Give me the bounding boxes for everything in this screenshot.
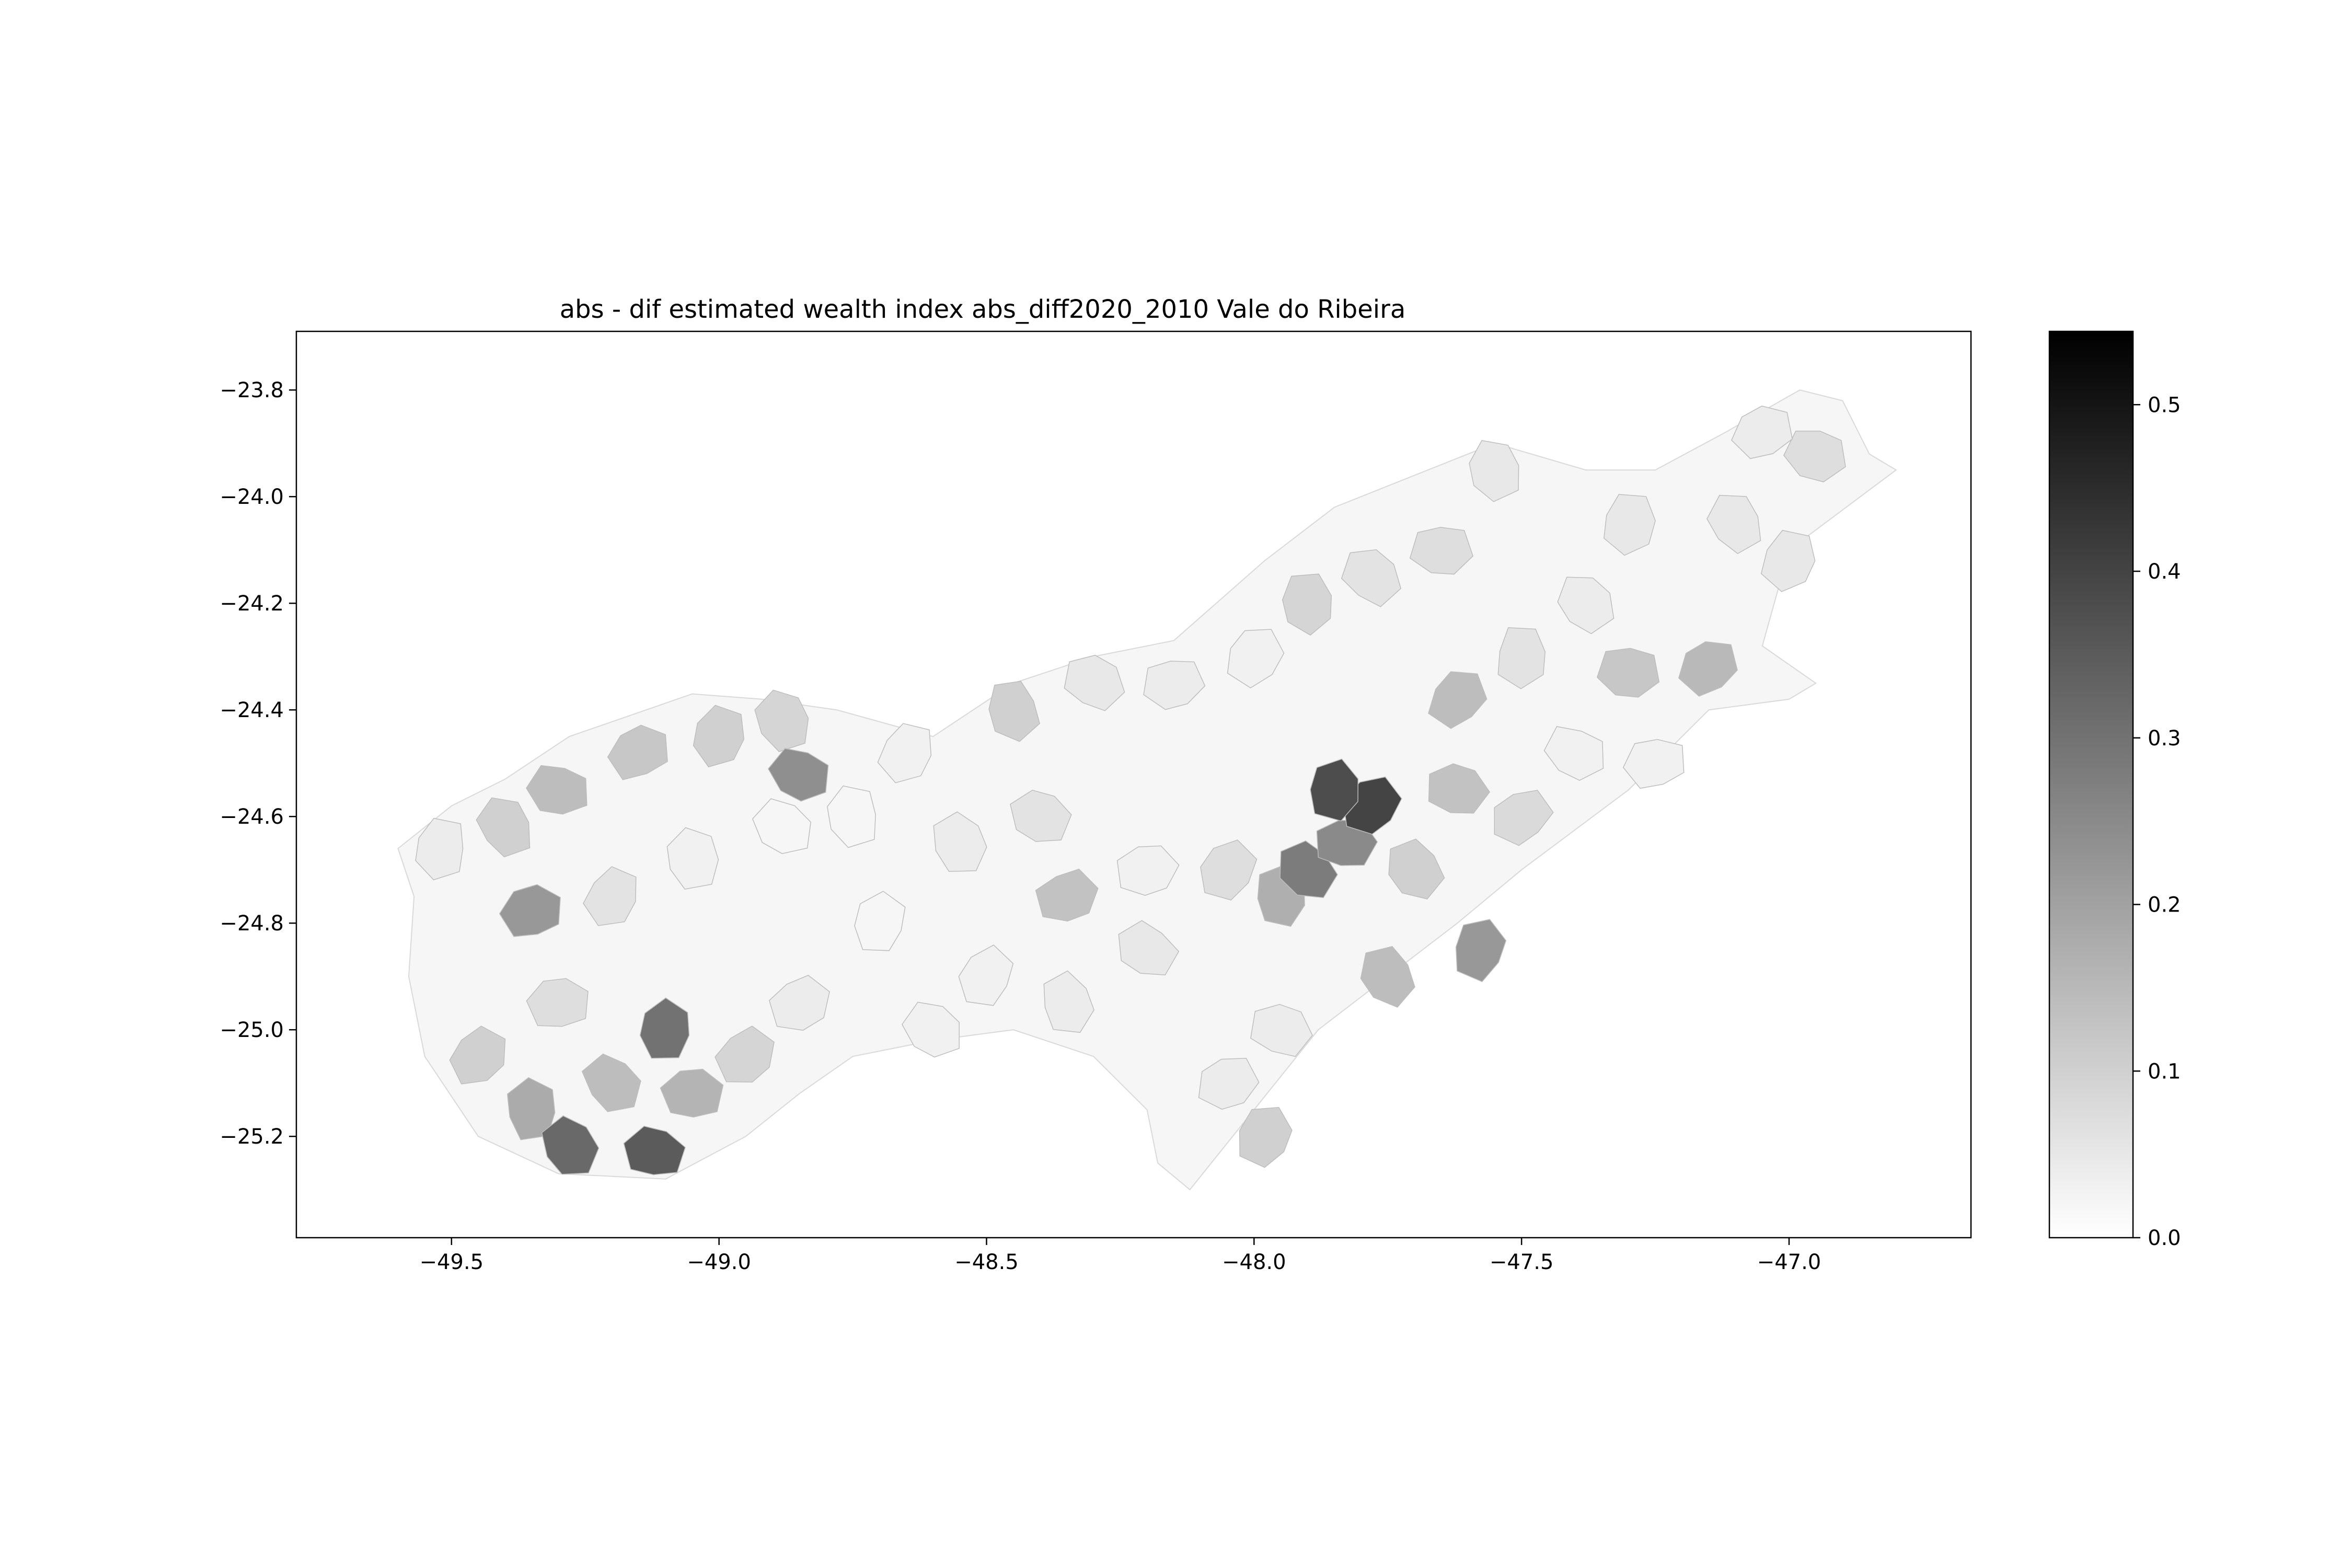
district-region: [541, 1115, 599, 1175]
district-region: [1543, 726, 1604, 781]
y-tick-label: −25.0: [220, 1018, 284, 1042]
district-region: [1604, 494, 1656, 556]
district-region: [581, 1053, 641, 1112]
district-region: [752, 798, 811, 854]
district-region: [854, 891, 906, 951]
district-region: [1043, 970, 1094, 1033]
district-region: [1227, 629, 1285, 688]
district-region: [526, 978, 589, 1027]
colorbar-tick-label: 0.5: [2148, 393, 2181, 417]
district-region: [1239, 1107, 1293, 1168]
district-region: [988, 681, 1041, 742]
district-region: [1428, 671, 1488, 729]
district-region: [1557, 577, 1615, 635]
y-tick-label: −24.4: [220, 698, 284, 722]
y-tick-label: −24.8: [220, 912, 284, 936]
district-region: [1198, 1058, 1260, 1110]
district-region: [1596, 648, 1660, 698]
district-region: [1428, 763, 1491, 814]
district-region: [583, 866, 637, 926]
district-region: [526, 765, 587, 815]
y-tick-label: −24.6: [220, 805, 284, 829]
x-tick-label: −47.0: [1757, 1250, 1821, 1274]
x-tick-label: −47.5: [1490, 1250, 1554, 1274]
x-axis-ticks: −49.5 −49.0 −48.5 −48.0 −47.5 −47.0: [420, 1238, 1821, 1274]
district-region: [1497, 627, 1546, 689]
district-region: [1143, 661, 1206, 710]
district-region: [1341, 549, 1402, 607]
district-region: [1250, 1004, 1313, 1057]
colorbar-tick-label: 0.2: [2148, 893, 2181, 917]
colorbar-tick-label: 0.1: [2148, 1059, 2181, 1083]
district-region: [449, 1025, 506, 1085]
x-tick-label: −48.5: [954, 1250, 1019, 1274]
chart-title: abs - dif estimated wealth index abs_dif…: [560, 295, 1406, 324]
district-region: [623, 1125, 686, 1175]
district-region: [639, 997, 690, 1059]
district-region: [902, 1001, 960, 1058]
x-tick-label: −48.0: [1222, 1250, 1286, 1274]
district-region: [768, 975, 830, 1031]
colorbar-tick-label: 0.0: [2148, 1226, 2181, 1250]
district-region: [693, 705, 745, 768]
district-region: [1455, 919, 1507, 983]
colorbar-ticks: 0.0 0.1 0.2 0.3 0.4 0.5: [2133, 393, 2181, 1250]
district-region: [958, 944, 1014, 1006]
y-tick-label: −24.2: [220, 592, 284, 616]
x-tick-label: −49.5: [420, 1250, 484, 1274]
district-region: [507, 1077, 556, 1140]
district-region: [607, 724, 668, 780]
district-region: [1707, 494, 1761, 554]
district-region: [1622, 739, 1685, 789]
district-region: [1035, 869, 1099, 922]
district-region: [1118, 920, 1180, 976]
district-region: [1282, 573, 1332, 636]
x-tick-label: −49.0: [687, 1250, 751, 1274]
y-tick-label: −24.0: [220, 485, 284, 509]
axes-frame: [295, 330, 1972, 1239]
district-region: [1360, 946, 1415, 1008]
map-regions: [397, 389, 1897, 1191]
district-region: [877, 723, 932, 783]
district-region: [1678, 641, 1738, 697]
district-region: [660, 1068, 724, 1118]
district-region: [1760, 529, 1816, 592]
district-region: [827, 785, 876, 848]
district-region: [666, 827, 719, 890]
district-region: [499, 884, 561, 937]
y-tick-label: −25.2: [220, 1125, 284, 1149]
district-region: [1200, 839, 1258, 901]
district-region: [1731, 406, 1793, 459]
district-region: [1469, 440, 1519, 502]
district-region: [767, 748, 829, 802]
district-region: [933, 811, 987, 872]
district-region: [476, 797, 531, 858]
y-axis-ticks: −23.8 −24.0 −24.2 −24.4 −24.6 −24.8 −25.0 −25.2: [220, 378, 296, 1149]
district-region: [754, 689, 809, 752]
district-region: [714, 1025, 775, 1083]
colorbar: [2048, 330, 2134, 1239]
district-region: [1310, 758, 1359, 822]
district-region: [1494, 790, 1554, 846]
colorbar-tick-label: 0.4: [2148, 560, 2181, 584]
district-region: [1116, 845, 1180, 896]
colorbar-tick-label: 0.3: [2148, 727, 2181, 751]
district-region: [1064, 654, 1125, 711]
district-region: [1783, 430, 1846, 482]
district-region: [415, 817, 464, 881]
y-tick-label: −23.8: [220, 378, 284, 402]
district-region: [1010, 789, 1072, 842]
district-region: [1409, 527, 1473, 575]
district-region: [1388, 838, 1445, 900]
